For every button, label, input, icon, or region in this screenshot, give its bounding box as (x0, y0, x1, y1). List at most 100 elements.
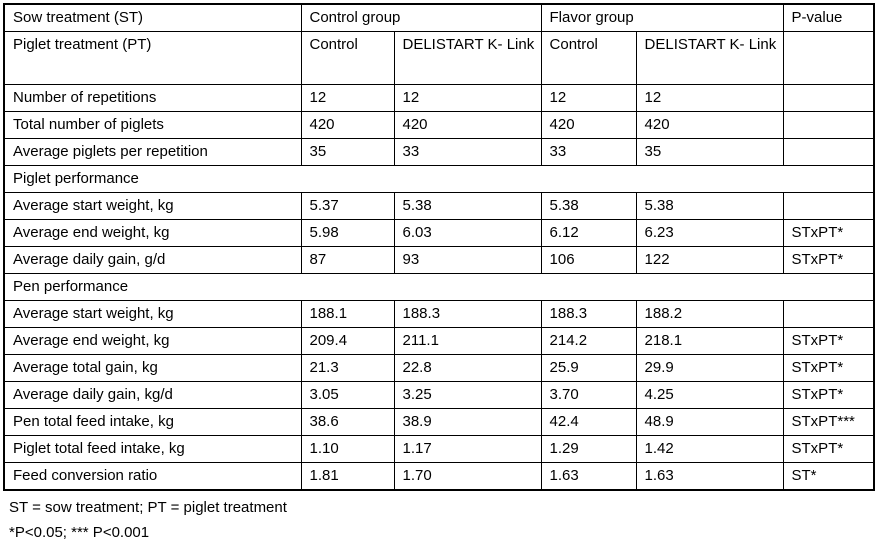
table-row: Average end weight, kg 5.98 6.03 6.12 6.… (3, 219, 875, 247)
value-cell: 188.2 (635, 300, 784, 328)
subheader-fg-control: Control (540, 31, 637, 85)
value-cell: 5.38 (393, 192, 542, 220)
value-cell: 1.29 (540, 435, 637, 463)
value-cell: 5.38 (540, 192, 637, 220)
value-cell: 12 (635, 84, 784, 112)
value-cell: 12 (540, 84, 637, 112)
trial-results-table: Sow treatment (ST) Control group Flavor … (3, 3, 876, 491)
p-value-cell: STxPT* (782, 435, 875, 463)
p-value-cell (782, 192, 875, 220)
p-value-cell (782, 84, 875, 112)
footnotes: ST = sow treatment; PT = piglet treatmen… (3, 491, 894, 545)
value-cell: 214.2 (540, 327, 637, 355)
value-cell: 48.9 (635, 408, 784, 436)
table-row: Average total gain, kg 21.3 22.8 25.9 29… (3, 354, 875, 382)
value-cell: 420 (300, 111, 395, 139)
value-cell: 188.3 (393, 300, 542, 328)
value-cell: 218.1 (635, 327, 784, 355)
value-cell: 1.42 (635, 435, 784, 463)
value-cell: 1.17 (393, 435, 542, 463)
table-row: Number of repetitions 12 12 12 12 (3, 84, 875, 112)
table-row: Average end weight, kg 209.4 211.1 214.2… (3, 327, 875, 355)
value-cell: 5.37 (300, 192, 395, 220)
table-row: Pen total feed intake, kg 38.6 38.9 42.4… (3, 408, 875, 436)
value-cell: 1.10 (300, 435, 395, 463)
value-cell: 1.63 (540, 462, 637, 491)
value-cell: 38.6 (300, 408, 395, 436)
header-flavor-group: Flavor group (540, 3, 784, 32)
header-row-piglet-treatment: Piglet treatment (PT) Control DELISTART … (3, 31, 875, 85)
p-value-cell: STxPT*** (782, 408, 875, 436)
p-value-cell (782, 300, 875, 328)
table-row: Piglet total feed intake, kg 1.10 1.17 1… (3, 435, 875, 463)
value-cell: 33 (540, 138, 637, 166)
row-label: Average daily gain, g/d (3, 246, 302, 274)
footnote-significance: *P<0.05; *** P<0.001 (9, 524, 150, 541)
value-cell: 35 (300, 138, 395, 166)
p-value-cell: STxPT* (782, 219, 875, 247)
value-cell: 12 (393, 84, 542, 112)
row-label: Average daily gain, kg/d (3, 381, 302, 409)
row-label: Average piglets per repetition (3, 138, 302, 166)
value-cell: 5.38 (635, 192, 784, 220)
table-row: Total number of piglets 420 420 420 420 (3, 111, 875, 139)
header-row-sow-treatment: Sow treatment (ST) Control group Flavor … (3, 3, 875, 32)
section-label: Pen performance (3, 273, 875, 301)
section-row-pen-performance: Pen performance (3, 273, 875, 301)
value-cell: 1.81 (300, 462, 395, 491)
document-page: Sow treatment (ST) Control group Flavor … (3, 3, 876, 541)
row-label: Total number of piglets (3, 111, 302, 139)
value-cell: 420 (393, 111, 542, 139)
value-cell: 4.25 (635, 381, 784, 409)
table-row: Average start weight, kg 188.1 188.3 188… (3, 300, 875, 328)
value-cell: 22.8 (393, 354, 542, 382)
value-cell: 420 (540, 111, 637, 139)
table-row: Average daily gain, kg/d 3.05 3.25 3.70 … (3, 381, 875, 409)
section-row-piglet-performance: Piglet performance (3, 165, 875, 193)
value-cell: 188.3 (540, 300, 637, 328)
subheader-cg-control: Control (300, 31, 395, 85)
p-value-cell (782, 111, 875, 139)
value-cell: 3.25 (393, 381, 542, 409)
row-label: Average start weight, kg (3, 192, 302, 220)
table-row: Feed conversion ratio 1.81 1.70 1.63 1.6… (3, 462, 875, 491)
value-cell: 93 (393, 246, 542, 274)
table-row: Average piglets per repetition 35 33 33 … (3, 138, 875, 166)
value-cell: 6.03 (393, 219, 542, 247)
value-cell: 1.70 (393, 462, 542, 491)
value-cell: 87 (300, 246, 395, 274)
value-cell: 25.9 (540, 354, 637, 382)
row-label: Average end weight, kg (3, 219, 302, 247)
row-label: Piglet total feed intake, kg (3, 435, 302, 463)
p-value-cell: STxPT* (782, 327, 875, 355)
table-row: Average start weight, kg 5.37 5.38 5.38 … (3, 192, 875, 220)
value-cell: 12 (300, 84, 395, 112)
subheader-fg-delistart: DELISTART K- Link (635, 31, 784, 85)
subheader-cg-delistart: DELISTART K- Link (393, 31, 542, 85)
header-p-value: P-value (782, 3, 875, 32)
header-control-group: Control group (300, 3, 542, 32)
value-cell: 188.1 (300, 300, 395, 328)
value-cell: 38.9 (393, 408, 542, 436)
value-cell: 1.63 (635, 462, 784, 491)
value-cell: 3.70 (540, 381, 637, 409)
value-cell: 211.1 (393, 327, 542, 355)
section-label: Piglet performance (3, 165, 875, 193)
header-sow-treatment: Sow treatment (ST) (3, 3, 302, 32)
value-cell: 42.4 (540, 408, 637, 436)
p-value-cell: STxPT* (782, 354, 875, 382)
value-cell: 21.3 (300, 354, 395, 382)
p-value-cell (782, 138, 875, 166)
value-cell: 209.4 (300, 327, 395, 355)
p-value-cell: ST* (782, 462, 875, 491)
value-cell: 106 (540, 246, 637, 274)
row-label: Feed conversion ratio (3, 462, 302, 491)
footnote-abbreviations: ST = sow treatment; PT = piglet treatmen… (9, 499, 287, 516)
value-cell: 35 (635, 138, 784, 166)
value-cell: 29.9 (635, 354, 784, 382)
value-cell: 122 (635, 246, 784, 274)
value-cell: 6.23 (635, 219, 784, 247)
header-piglet-treatment: Piglet treatment (PT) (3, 31, 302, 85)
row-label: Average end weight, kg (3, 327, 302, 355)
row-label: Pen total feed intake, kg (3, 408, 302, 436)
